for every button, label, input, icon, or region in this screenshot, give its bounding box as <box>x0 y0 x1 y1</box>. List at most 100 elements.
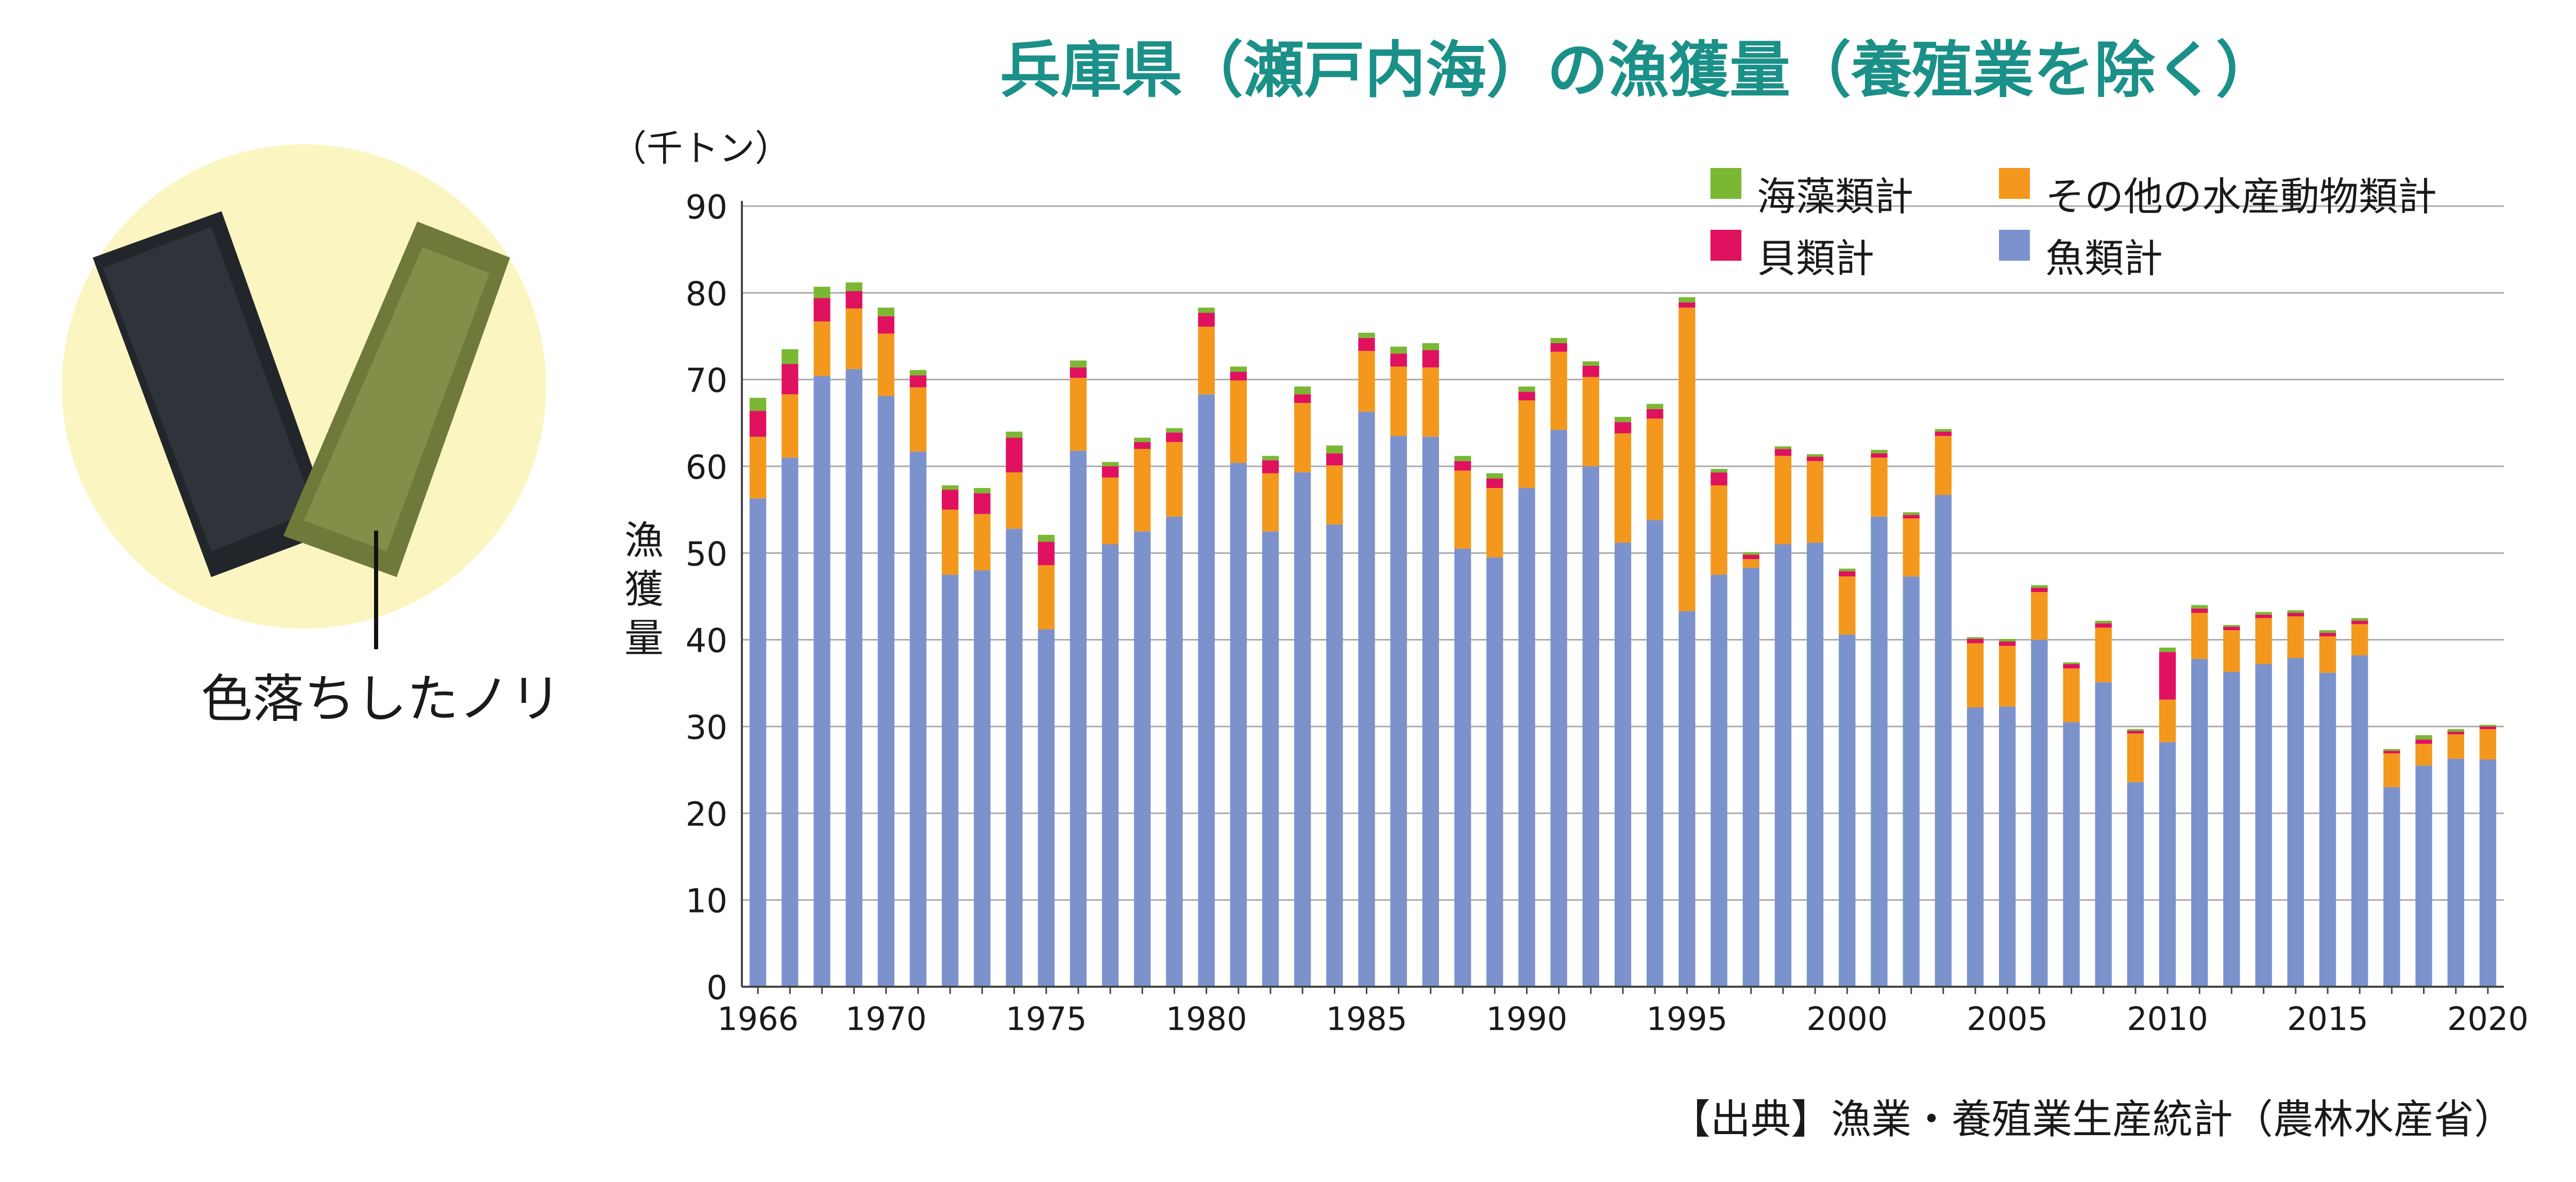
bar-segment <box>2255 664 2272 987</box>
bar-segment <box>2287 610 2304 613</box>
bar-segment <box>1935 429 1952 432</box>
x-tick-label: 1995 <box>1646 1000 1727 1038</box>
y-tick-label: 40 <box>686 622 727 661</box>
bar-segment <box>1422 367 1439 437</box>
bar-segment <box>1390 436 1407 987</box>
bar-segment <box>1198 394 1215 987</box>
bar-segment <box>2223 625 2240 627</box>
bar-segment <box>1710 575 1727 987</box>
bar-segment <box>1294 472 1311 987</box>
bar-segment <box>974 488 991 494</box>
x-tick-label: 2020 <box>2447 1000 2529 1038</box>
bar-segment <box>1198 313 1215 327</box>
y-tick-label: 10 <box>686 883 727 921</box>
bar-segment <box>1294 394 1311 403</box>
bar-segment <box>1230 380 1247 463</box>
nori-photo-illustration <box>62 144 546 649</box>
bar-segment <box>1038 534 1055 542</box>
bar-segment <box>1679 307 1696 612</box>
bar-segment <box>1647 520 1664 987</box>
bar-segment <box>1358 351 1375 412</box>
bar-segment <box>1166 428 1183 433</box>
bar-segment <box>2287 613 2304 617</box>
bar-segment <box>2223 671 2240 987</box>
bar-segment <box>1038 629 1055 987</box>
y-tick-label: 20 <box>686 796 727 834</box>
bar-segment <box>782 458 799 987</box>
bar-segment <box>814 298 831 322</box>
bar-segment <box>1967 643 1984 707</box>
bar-segment <box>814 376 831 987</box>
bar-segment <box>1582 377 1599 466</box>
bar-segment <box>2255 612 2272 615</box>
bar-segment <box>1518 392 1535 401</box>
bar-segment <box>1614 417 1632 423</box>
bar-segment <box>1935 436 1952 495</box>
bar-segment <box>942 489 959 510</box>
y-tick-label: 30 <box>686 709 727 747</box>
bar-segment <box>1839 576 1856 635</box>
y-tick-label: 90 <box>686 189 727 227</box>
bar-segment <box>1999 641 2016 646</box>
bar-segment <box>1999 638 2016 642</box>
bar-segment <box>845 291 862 309</box>
legend-label: 魚類計 <box>2045 235 2163 281</box>
bar-segment <box>845 308 862 369</box>
bar-segment <box>1326 453 1343 466</box>
bar-segment <box>909 451 927 987</box>
bar-segment <box>1647 418 1664 520</box>
bar-segment <box>1774 449 1792 456</box>
bar-segment <box>1101 477 1119 545</box>
bar-segment <box>1358 337 1375 351</box>
bar-segment <box>1262 531 1279 987</box>
bar-segment <box>1935 431 1952 436</box>
bar-segment <box>1101 462 1119 466</box>
bar-segment <box>814 286 831 298</box>
bar-segment <box>2319 636 2336 673</box>
bar-segment <box>1647 403 1664 409</box>
bar-segment <box>2351 620 2368 624</box>
bar-segment <box>1326 445 1343 453</box>
bar-segment <box>749 498 767 987</box>
bar-segment <box>2063 668 2080 722</box>
bar-segment <box>1390 366 1407 436</box>
x-tick-label: 2000 <box>1806 1000 1888 1038</box>
bar-segment <box>1967 707 1984 987</box>
bar-segment <box>2159 652 2176 700</box>
bar-segment <box>2479 759 2497 987</box>
bar-segment <box>2031 587 2048 593</box>
bar-segment <box>1582 361 1599 366</box>
bar-segment <box>1070 367 1087 378</box>
legend-label: 海藻類計 <box>1757 174 1913 219</box>
bar-segment <box>2351 624 2368 655</box>
bar-segment <box>974 570 991 987</box>
bar-segment <box>1230 372 1247 381</box>
bar-segment <box>1550 337 1567 343</box>
bar-segment <box>2479 729 2497 759</box>
y-axis-title-char: 獲 <box>624 566 664 612</box>
bar-segment <box>1550 430 1567 987</box>
bar-segment <box>2191 609 2208 613</box>
bar-segment <box>1903 518 1920 577</box>
bar-segment <box>1710 485 1727 575</box>
bar-segment <box>2415 744 2432 766</box>
legend-swatch <box>1710 168 1741 199</box>
bar-segment <box>1871 450 1888 453</box>
bar-segment <box>2127 729 2144 731</box>
bar-segment <box>1550 351 1567 430</box>
x-tick-label: 1980 <box>1166 1000 1247 1038</box>
bar-segment <box>1647 409 1664 419</box>
bar-segment <box>1806 461 1824 543</box>
bar-segment <box>2127 782 2144 987</box>
bar-segment <box>1454 470 1471 549</box>
bar-segment <box>1390 346 1407 354</box>
y-tick-label: 80 <box>686 275 727 313</box>
bar-segment <box>1486 557 1503 987</box>
bar-segment <box>1806 454 1824 457</box>
bar-segment <box>1582 365 1599 377</box>
bar-segment <box>1358 332 1375 338</box>
bar-segment <box>2031 639 2048 987</box>
bar-segment <box>1679 302 1696 308</box>
bar-segment <box>1614 433 1632 543</box>
bar-segment <box>1742 552 1759 555</box>
